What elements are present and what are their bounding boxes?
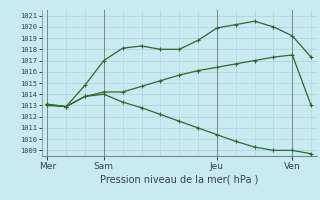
- X-axis label: Pression niveau de la mer( hPa ): Pression niveau de la mer( hPa ): [100, 175, 258, 185]
